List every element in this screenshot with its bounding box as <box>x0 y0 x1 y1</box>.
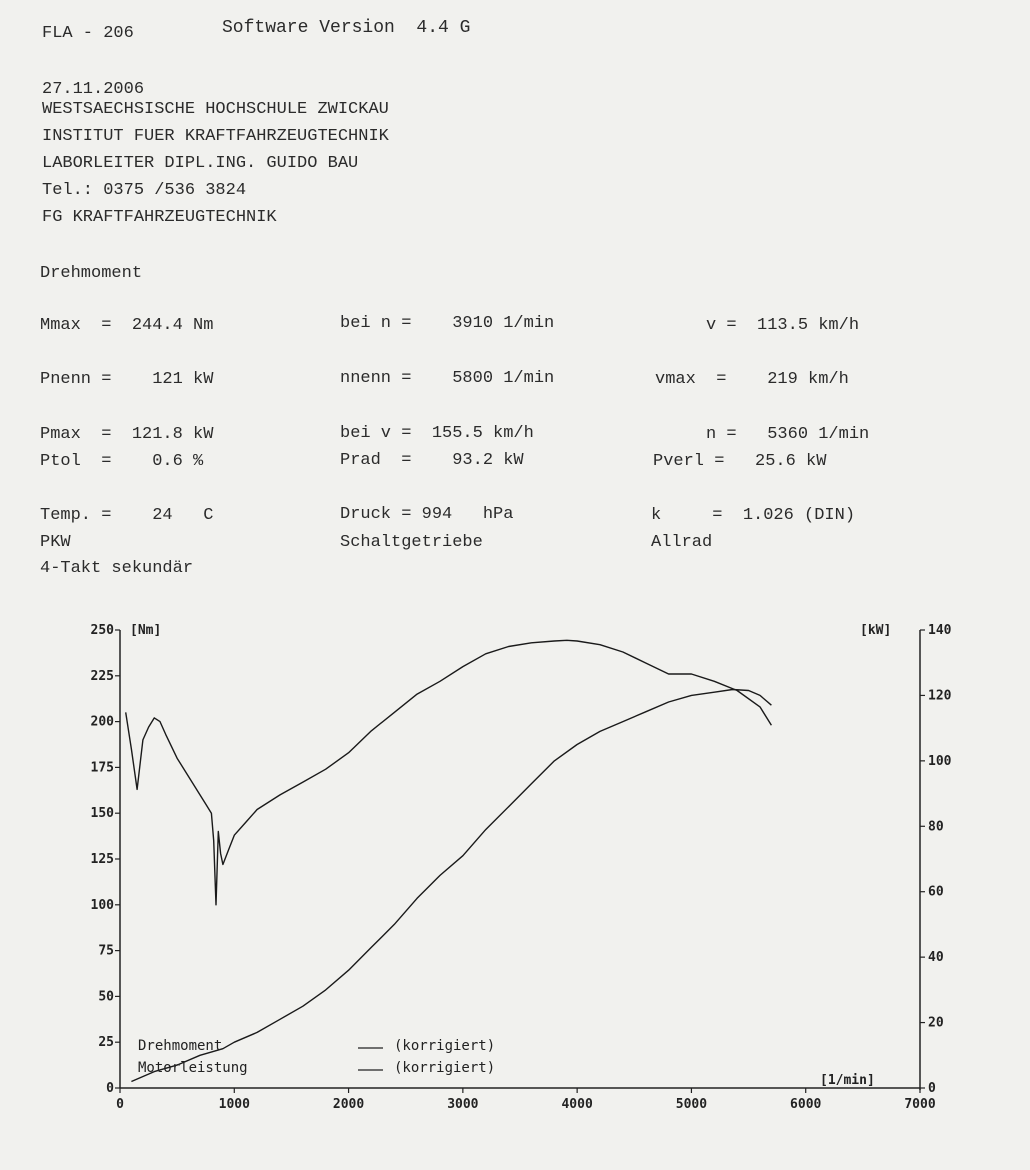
telephone: Tel.: 0375 /536 3824 <box>42 181 247 200</box>
legend-note: (korrigiert) <box>394 1038 495 1054</box>
correction-factor: k = 1.026 (DIN) <box>651 506 856 525</box>
y-right-tick-label: 0 <box>928 1081 936 1096</box>
x-tick-label: 2000 <box>333 1097 364 1112</box>
report-date: 27.11.2006 <box>42 80 145 99</box>
power-line <box>131 688 772 1083</box>
right-unit-label: [kW] <box>860 623 891 638</box>
y-left-tick-label: 0 <box>106 1081 114 1096</box>
legend-note: (korrigiert) <box>394 1060 495 1076</box>
y-left-tick-label: 225 <box>91 669 114 684</box>
y-left-tick-label: 150 <box>91 806 115 821</box>
y-right-tick-label: 100 <box>928 754 952 769</box>
chart-lines <box>125 639 772 1083</box>
engine-type: 4-Takt sekundär <box>40 559 194 578</box>
vmax-value: vmax = 219 km/h <box>655 370 849 389</box>
device-model: FLA - 206 <box>42 24 134 43</box>
pmax-value: Pmax = 121.8 kW <box>40 425 214 444</box>
x-tick-label: 4000 <box>561 1097 592 1112</box>
x-tick-label: 5000 <box>676 1097 707 1112</box>
y-left-tick-label: 100 <box>91 898 115 913</box>
chart-legend: Drehmoment (korrigiert) Motorleistung (korr… <box>138 1038 495 1076</box>
pmax-rpm: n = 5360 1/min <box>706 425 870 444</box>
y-left-tick-label: 25 <box>98 1035 114 1050</box>
x-tick-label: 6000 <box>790 1097 821 1112</box>
pressure-value: Druck = 994 hPa <box>340 505 514 524</box>
institution-line-2: INSTITUT FUER KRAFTFAHRZEUGTECHNIK <box>42 127 389 146</box>
institution-line-1: WESTSAECHSISCHE HOCHSCHULE ZWICKAU <box>42 100 389 119</box>
chart-axes: [Nm] [kW] [1/min] <box>119 623 921 1090</box>
ptol-value: Ptol = 0.6 % <box>40 452 204 471</box>
y-left-tick-label: 50 <box>98 989 114 1004</box>
y-right-tick-label: 40 <box>928 950 944 965</box>
mmax-speed: v = 113.5 km/h <box>706 316 860 335</box>
y-right-tick-label: 120 <box>928 688 952 703</box>
x-tick-label: 7000 <box>904 1097 935 1112</box>
y-right-tick-label: 60 <box>928 885 944 900</box>
lab-leader: LABORLEITER DIPL.ING. GUIDO BAU <box>42 154 359 173</box>
pnenn-value: Pnenn = 121 kW <box>40 370 214 389</box>
vehicle-type: PKW <box>40 533 71 552</box>
chart-ticks: 0 1000 2000 3000 4000 5000 6000 700002550751001… <box>91 623 952 1112</box>
x-tick-label: 3000 <box>447 1097 478 1112</box>
y-left-tick-label: 75 <box>98 944 114 959</box>
drive-type: Allrad <box>651 533 713 552</box>
mmax-rpm: bei n = 3910 1/min <box>340 314 555 333</box>
torque-line <box>125 639 772 906</box>
x-tick-label: 1000 <box>219 1097 250 1112</box>
pmax-speed: bei v = 155.5 km/h <box>340 424 534 443</box>
x-unit-label: [1/min] <box>820 1073 875 1088</box>
x-tick-label: 0 <box>116 1097 124 1112</box>
pverl-value: Pverl = 25.6 kW <box>653 452 827 471</box>
y-right-tick-label: 80 <box>928 819 944 834</box>
temperature-value: Temp. = 24 C <box>40 506 214 525</box>
y-left-tick-label: 175 <box>91 760 114 775</box>
y-left-tick-label: 200 <box>91 715 115 730</box>
y-right-tick-label: 140 <box>928 623 952 638</box>
transmission-type: Schaltgetriebe <box>340 533 483 552</box>
legend-label: Motorleistung <box>138 1060 248 1076</box>
department: FG KRAFTFAHRZEUGTECHNIK <box>42 208 277 227</box>
y-left-tick-label: 250 <box>91 623 115 638</box>
mmax-value: Mmax = 244.4 Nm <box>40 316 214 335</box>
section-title: Drehmoment <box>40 264 143 283</box>
y-right-tick-label: 20 <box>928 1016 944 1031</box>
left-unit-label: [Nm] <box>130 623 161 638</box>
y-left-tick-label: 125 <box>91 852 114 867</box>
nnenn-value: nnenn = 5800 1/min <box>340 369 555 388</box>
prad-value: Prad = 93.2 kW <box>340 451 524 470</box>
software-version: Software Version 4.4 G <box>222 18 471 38</box>
legend-label: Drehmoment <box>138 1038 222 1054</box>
